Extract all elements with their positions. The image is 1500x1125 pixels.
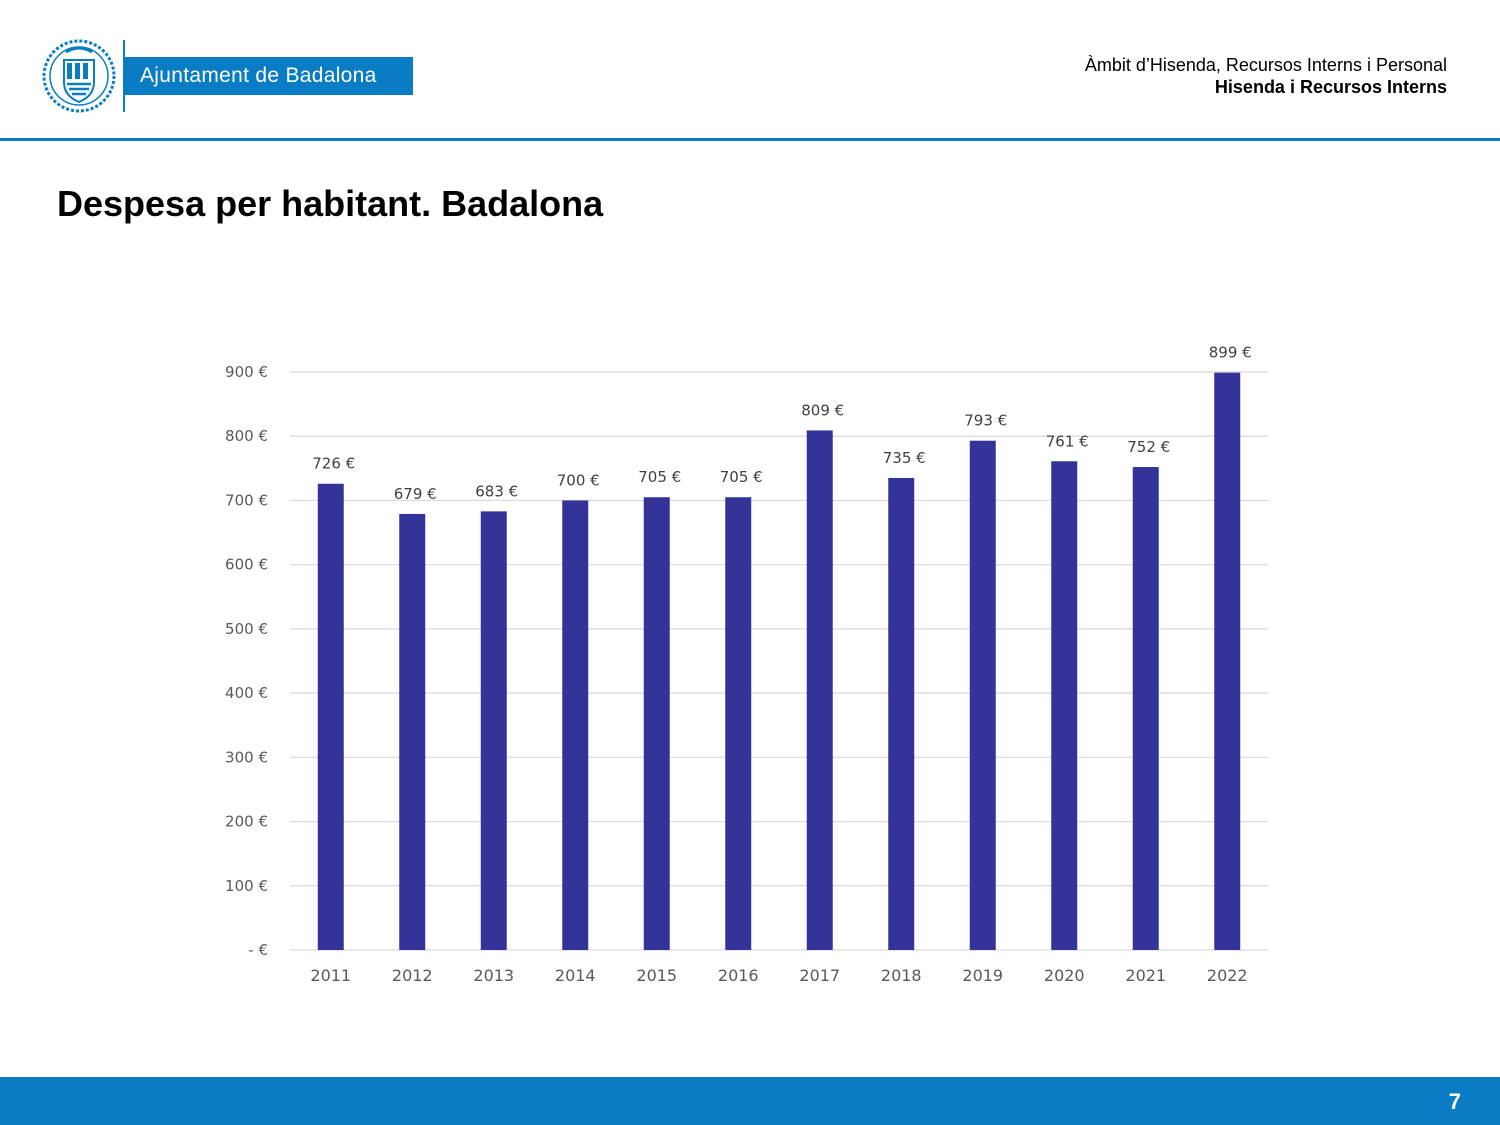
bar [317, 483, 344, 950]
data-label: 705 € [638, 468, 681, 486]
badalona-coat-of-arms-icon [42, 39, 116, 113]
data-label: 899 € [1209, 344, 1252, 362]
x-tick-label: 2016 [718, 966, 759, 985]
y-tick-label: 600 € [225, 556, 268, 574]
data-label: 700 € [557, 471, 600, 489]
x-tick-label: 2011 [310, 966, 351, 985]
bar [888, 477, 915, 950]
x-tick-label: 2020 [1044, 966, 1085, 985]
data-label: 761 € [1046, 432, 1089, 450]
bar [1214, 372, 1241, 950]
logo-divider [123, 40, 125, 112]
x-tick-label: 2015 [636, 966, 677, 985]
data-label: 809 € [801, 401, 844, 419]
logo-banner: Ajuntament de Badalona [125, 57, 413, 95]
y-tick-label: 700 € [225, 491, 268, 509]
x-tick-label: 2012 [392, 966, 433, 985]
x-tick-label: 2019 [962, 966, 1003, 985]
x-tick-label: 2018 [881, 966, 922, 985]
header-rule [0, 138, 1500, 141]
bar [1051, 461, 1078, 950]
y-tick-label: 800 € [225, 427, 268, 445]
y-tick-label: 100 € [225, 877, 268, 895]
data-label: 735 € [883, 449, 926, 467]
x-tick-label: 2014 [555, 966, 596, 985]
bar [1132, 467, 1159, 950]
data-label: 705 € [720, 468, 763, 486]
header: Ajuntament de Badalona Àmbit d’Hisenda, … [0, 0, 1500, 142]
bar [643, 497, 670, 950]
bar [562, 500, 589, 950]
y-tick-label: - € [248, 941, 268, 959]
x-tick-label: 2017 [799, 966, 840, 985]
y-tick-label: 300 € [225, 748, 268, 766]
data-label: 752 € [1127, 438, 1170, 456]
data-label: 726 € [312, 455, 355, 473]
bar [806, 430, 833, 950]
x-tick-label: 2013 [473, 966, 514, 985]
y-tick-label: 500 € [225, 620, 268, 638]
bar [725, 497, 752, 950]
bar [399, 513, 426, 950]
footer-bar: 7 [0, 1077, 1500, 1125]
department-line-2: Hisenda i Recursos Interns [1214, 77, 1447, 97]
department-block: Àmbit d’Hisenda, Recursos Interns i Pers… [1085, 54, 1447, 98]
x-tick-label: 2022 [1207, 966, 1248, 985]
y-tick-label: 400 € [225, 684, 268, 702]
page-title: Despesa per habitant. Badalona [57, 183, 604, 224]
data-label: 793 € [964, 412, 1007, 430]
data-label: 679 € [394, 485, 437, 503]
bar [969, 440, 996, 950]
department-line-1: Àmbit d’Hisenda, Recursos Interns i Pers… [1084, 55, 1447, 75]
y-tick-label: 200 € [225, 813, 268, 831]
data-label: 683 € [475, 482, 518, 500]
x-tick-label: 2021 [1125, 966, 1166, 985]
bar [480, 511, 507, 950]
page-number: 7 [1448, 1089, 1461, 1114]
y-tick-label: 900 € [225, 363, 268, 381]
